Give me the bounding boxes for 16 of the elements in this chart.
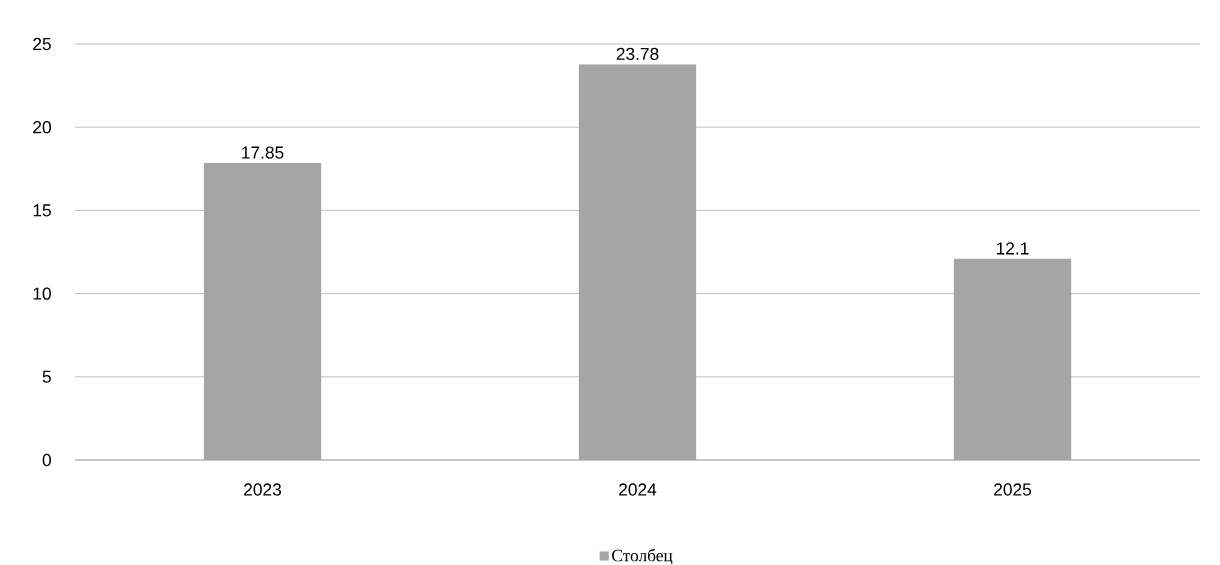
bar [953,258,1072,460]
y-tick-label: 10 [33,287,51,300]
data-label: 23.78 [616,47,659,61]
y-tick-label: 0 [42,453,51,467]
bar [578,64,697,460]
x-tick-label: 2024 [619,483,657,496]
y-tick-label: 15 [33,204,51,217]
y-tick-label: 25 [33,37,51,51]
legend-label: Столбец [612,548,673,565]
data-label: 12.1 [996,242,1029,255]
x-tick-label: 2023 [244,483,282,496]
x-tick-label: 2025 [994,483,1032,496]
y-tick-label: 5 [42,370,51,383]
data-label: 17.85 [242,146,284,159]
bar [203,162,322,460]
y-tick-label: 20 [33,121,51,134]
